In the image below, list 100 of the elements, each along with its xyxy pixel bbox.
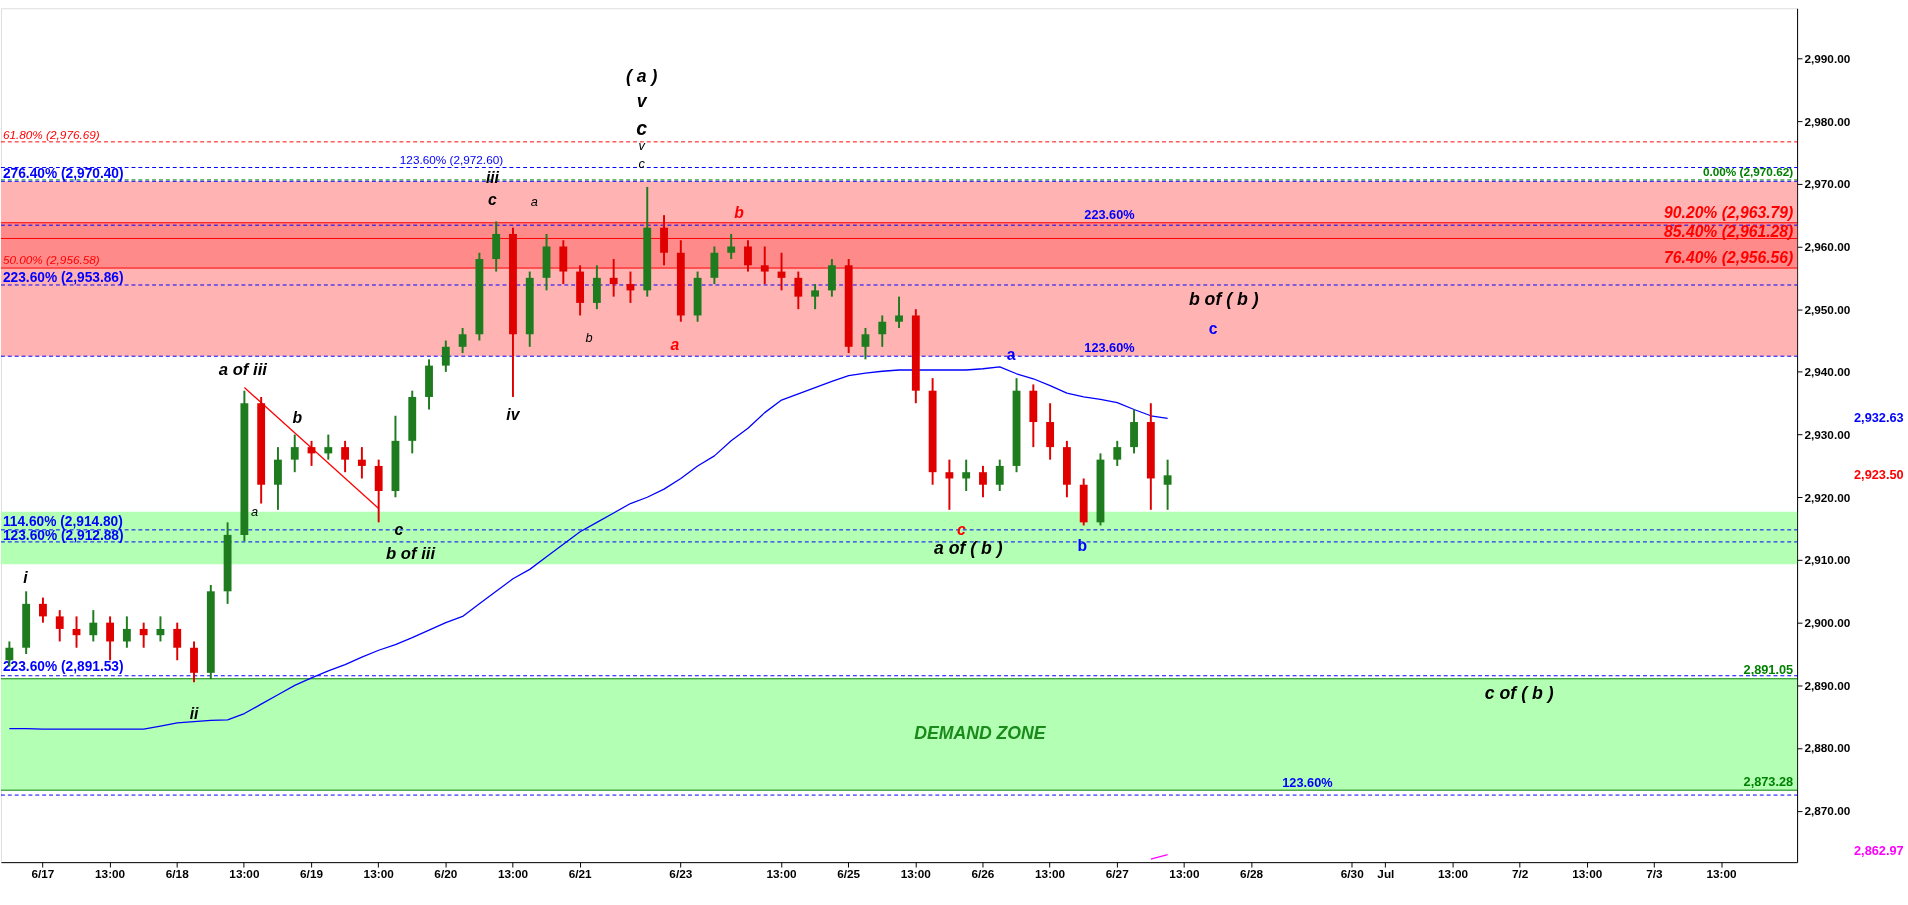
annotation: 123.60% (2,972.60) (399, 153, 504, 167)
annotation: 123.60% (1084, 339, 1135, 355)
candlestick (357, 446, 366, 480)
y-tick-label: 2,890.00 (1804, 678, 1851, 692)
annotation: 123.60% (1282, 774, 1333, 790)
candlestick (173, 621, 182, 662)
x-tick-label: 13:00 (497, 867, 529, 881)
candlestick (794, 270, 803, 311)
candlestick (39, 596, 47, 624)
candlestick (106, 615, 115, 662)
annotation: b (1077, 536, 1088, 554)
annotation: iii (485, 169, 500, 187)
x-tick-label: Jul (1377, 867, 1395, 881)
candlestick (760, 245, 769, 286)
annotation: a (530, 193, 538, 209)
x-tick-label: 6/23 (669, 867, 693, 881)
text: 2,923.50 (1854, 467, 1904, 483)
annotation: c (394, 521, 404, 539)
y-tick-label: 2,900.00 (1804, 616, 1851, 630)
annotation: v (636, 90, 648, 111)
annotation: v (638, 138, 646, 154)
candlestick (441, 339, 450, 373)
candlestick (341, 439, 350, 474)
candlestick (609, 258, 618, 298)
candlestick (290, 433, 299, 474)
x-tick-label: 6/20 (434, 867, 458, 881)
x-tick-label: 6/27 (1105, 867, 1130, 881)
candlestick (1163, 458, 1172, 511)
annotation: b (734, 204, 745, 222)
annotation: 114.60% (2,914.80) (2, 513, 123, 529)
x-tick-label: 6/21 (568, 867, 592, 881)
y-tick-label: 2,950.00 (1804, 302, 1851, 316)
annotation: a (1006, 346, 1016, 364)
annotation: a (670, 335, 680, 353)
text: 2,862.97 (1854, 843, 1904, 859)
y-tick-label: 2,920.00 (1804, 490, 1851, 504)
annotation: 50.00% (2,956.58) (2, 252, 100, 266)
candlestick (962, 458, 971, 492)
x-tick-label: 13:00 (1169, 867, 1200, 881)
annotation: 2,873.28 (1743, 773, 1794, 789)
candlestick (324, 433, 333, 461)
annotation: 76.40% (2,956.56) (1664, 248, 1794, 266)
x-tick-label: 13:00 (95, 867, 126, 881)
candlestick (122, 615, 131, 649)
annotation: iv (506, 406, 521, 424)
annotation: ii (189, 705, 200, 723)
annotation: b (292, 409, 303, 427)
candlestick (995, 458, 1004, 492)
annotation: 90.20% (2,963.79) (1664, 204, 1794, 222)
y-tick-label: 2,980.00 (1804, 114, 1851, 128)
annotation: 2,891.05 (1743, 661, 1794, 677)
candlestick (811, 283, 820, 311)
x-tick-label: 6/28 (1240, 867, 1264, 881)
x-tick-label: 13:00 (1706, 867, 1738, 881)
annotation: c (957, 521, 967, 539)
y-tick-label: 2,960.00 (1804, 239, 1851, 253)
x-tick-label: 13:00 (229, 867, 260, 881)
y-tick-label: 2,870.00 (1804, 804, 1851, 818)
annotation: c (636, 117, 648, 140)
annotation: 0.00% (2,970.62) (1702, 164, 1794, 178)
annotation: c (1208, 320, 1218, 338)
text: 2,932.63 (1854, 410, 1904, 426)
annotation: i (23, 568, 29, 586)
annotation: 223.60% (1084, 207, 1135, 223)
candlestick (878, 314, 887, 348)
y-tick-label: 2,880.00 (1804, 741, 1851, 755)
x-tick-label: 6/30 (1340, 867, 1365, 881)
candlestick (89, 609, 98, 643)
candlestick (1113, 439, 1122, 467)
annotation: 276.40% (2,970.40) (2, 165, 124, 181)
candlestick (945, 458, 954, 511)
candlestick (55, 609, 64, 643)
x-tick-label: 6/26 (971, 867, 995, 881)
annotation: 223.60% (2,891.53) (2, 658, 124, 674)
candlestick (727, 232, 736, 261)
x-tick-label: 13:00 (1035, 867, 1066, 881)
annotation: c (638, 155, 646, 171)
annotation: 85.40% (2,961.28) (1664, 222, 1794, 240)
candlestick (979, 464, 987, 499)
annotation: 123.60% (2,912.88) (2, 528, 124, 544)
x-tick-label: 13:00 (766, 867, 798, 881)
annotation: ( a ) (625, 65, 658, 86)
y-tick-label: 2,970.00 (1804, 177, 1851, 191)
x-tick-label: 13:00 (363, 867, 395, 881)
x-tick-label: 6/19 (300, 867, 324, 881)
candlestick (744, 239, 752, 273)
x-tick-label: 6/25 (837, 867, 861, 881)
y-tick-label: 2,910.00 (1804, 553, 1851, 567)
annotation: 223.60% (2,953.86) (2, 269, 124, 285)
candlestick (458, 327, 467, 355)
annotation: b (585, 329, 593, 345)
annotation: a of iii (218, 359, 268, 379)
annotation: c of ( b ) (1484, 682, 1554, 703)
candlestick (861, 327, 870, 361)
x-tick-label: 13:00 (900, 867, 932, 881)
annotation: c (488, 190, 498, 208)
annotation: 61.80% (2,976.69) (2, 127, 100, 141)
band-label: DEMAND ZONE (914, 723, 1047, 744)
x-tick-label: 13:00 (1437, 867, 1469, 881)
annotation: a (250, 504, 259, 520)
